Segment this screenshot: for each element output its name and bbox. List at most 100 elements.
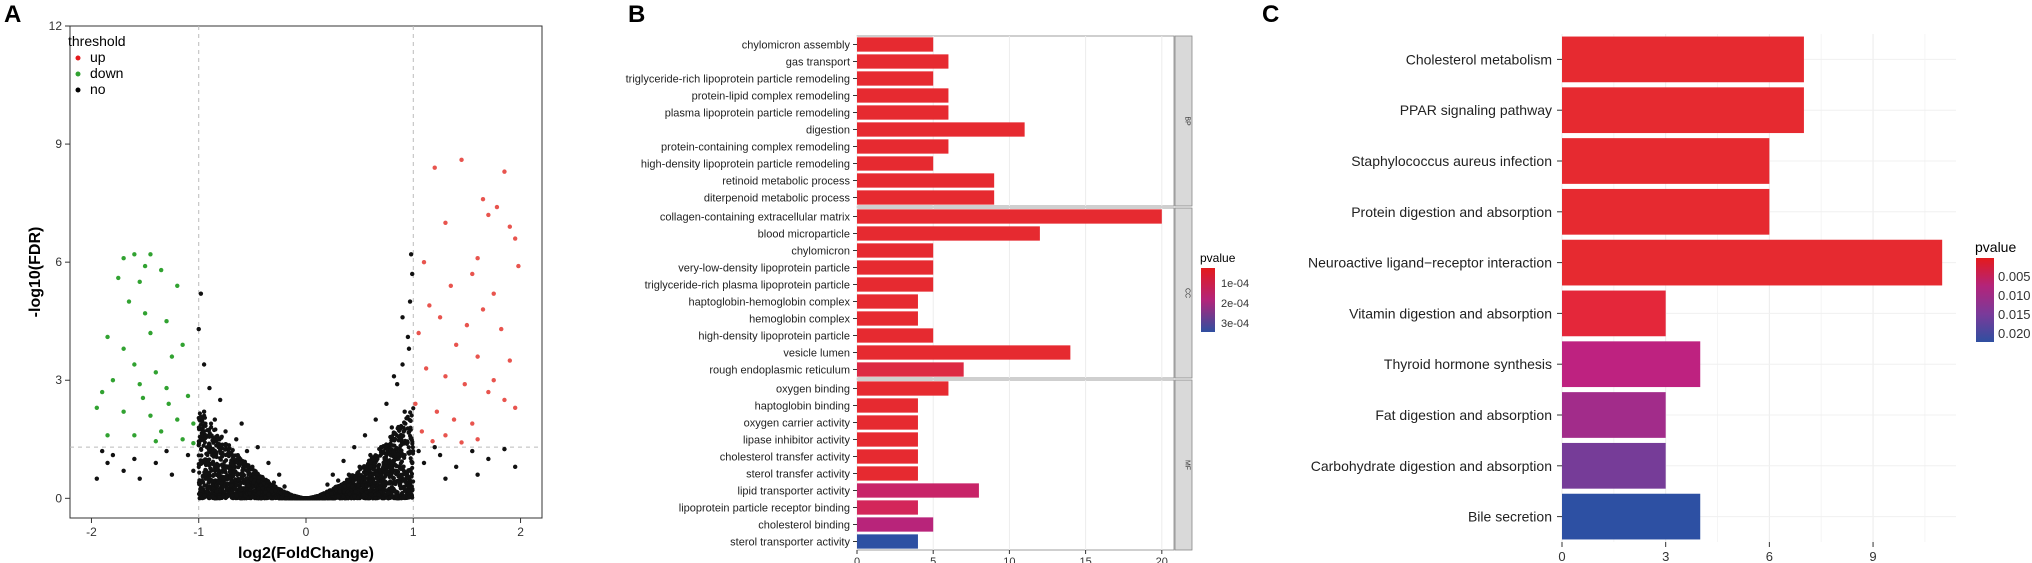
legend-title: pvalue [1975, 239, 2016, 255]
point-no [453, 464, 459, 470]
point-no [352, 494, 357, 499]
point-no [437, 452, 443, 458]
point-no [260, 486, 265, 491]
point-no [202, 457, 208, 462]
point-no [197, 470, 202, 475]
bar-label: hemoglobin complex [749, 314, 850, 326]
x-tick-label: 0 [303, 525, 310, 539]
point-no [400, 315, 405, 320]
point-up [491, 378, 496, 383]
point-no [403, 421, 408, 426]
point-no [389, 425, 395, 430]
bar-label: very-low-density lipoprotein particle [678, 263, 850, 275]
bar [1562, 341, 1701, 388]
point-no [385, 490, 391, 496]
legend-colorbar [1201, 268, 1215, 332]
go-enrichment-bar-chart: BP chylomicron assembly gas transport trigl… [626, 35, 1249, 563]
point-no [350, 484, 355, 489]
point-no [239, 421, 244, 426]
point-no [271, 480, 277, 485]
bar [857, 260, 934, 275]
point-up [486, 212, 491, 218]
point-no [388, 453, 393, 458]
x-tick-label: 5 [930, 556, 936, 563]
point-no [406, 430, 411, 435]
legend-label-no: no [90, 81, 106, 97]
point-no [389, 485, 395, 490]
point-up [416, 330, 421, 336]
point-down [164, 385, 169, 391]
series-down [94, 252, 196, 446]
facet-strip [1174, 379, 1193, 551]
bar-label: diterpenoid metabolic process [704, 193, 851, 205]
point-down [164, 319, 169, 324]
point-no [252, 474, 257, 480]
point-up [430, 439, 435, 444]
bar-label: retinoid metabolic process [722, 176, 850, 188]
bar [857, 156, 934, 171]
point-no [384, 401, 389, 407]
point-no [363, 476, 368, 481]
point-no [396, 479, 401, 484]
point-down [166, 401, 171, 407]
point-no [247, 472, 253, 478]
point-down [132, 433, 137, 438]
point-no [393, 468, 398, 473]
bar-label: protein-lipid complex remodeling [692, 91, 850, 103]
point-no [330, 472, 336, 477]
point-no [368, 452, 373, 458]
point-no [342, 489, 347, 494]
point-down [153, 439, 159, 444]
point-no [402, 455, 407, 460]
point-no [199, 495, 204, 501]
point-no [266, 460, 271, 466]
legend-key-no [75, 87, 81, 93]
point-no [362, 433, 368, 438]
point-no [405, 334, 411, 340]
bar [857, 209, 1162, 224]
facet-cc: CC collagen-containing extracellular matr… [645, 207, 1193, 379]
point-up [507, 358, 513, 363]
point-no [346, 478, 351, 483]
y-tick-label: 9 [55, 137, 62, 151]
point-no [197, 411, 203, 416]
bar-label: Cholesterol metabolism [1406, 51, 1552, 67]
point-no [260, 476, 266, 481]
facet-strip [1174, 207, 1193, 379]
legend-label: 0.015 [1998, 307, 2031, 322]
point-no [346, 472, 352, 477]
bar-label: PPAR signaling pathway [1400, 102, 1552, 118]
point-up [486, 389, 491, 395]
point-no [382, 470, 387, 475]
bar [857, 415, 918, 430]
point-no [205, 460, 210, 466]
point-no [389, 491, 394, 496]
point-no [397, 446, 402, 451]
point-no [209, 467, 214, 473]
point-no [227, 466, 232, 472]
point-no [368, 479, 373, 484]
point-no [392, 430, 397, 436]
bar [857, 37, 934, 52]
bar [1562, 442, 1666, 489]
point-up [421, 259, 427, 265]
point-up [432, 165, 437, 170]
point-no [252, 468, 257, 473]
point-down [105, 433, 110, 438]
bar-label: haptoglobin binding [755, 401, 850, 413]
point-no [410, 439, 415, 445]
point-down [121, 409, 126, 414]
point-up [423, 366, 429, 371]
point-no [367, 488, 373, 493]
point-no [406, 346, 412, 351]
point-no [207, 495, 212, 500]
bar-label: lipase inhibitor activity [743, 435, 850, 447]
point-no [198, 461, 203, 466]
point-no [384, 444, 389, 449]
point-no [360, 482, 365, 488]
point-no [223, 458, 229, 463]
point-no [244, 448, 250, 454]
point-no [408, 410, 413, 415]
point-no [306, 495, 311, 501]
volcano-plot: -2 -1 0 1 2036912log2(FoldChange)-log10(FDR)… [27, 19, 543, 562]
